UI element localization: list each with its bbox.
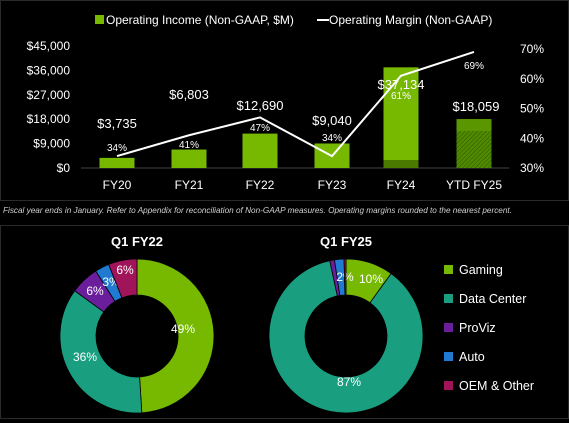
bar-fy22 — [242, 133, 278, 168]
bar-value-label: $9,040 — [312, 113, 352, 128]
bar-value-label: $6,803 — [169, 87, 209, 102]
margin-label: 69% — [464, 61, 484, 72]
legend-swatch-operating-income — [95, 15, 104, 24]
donut-legend-swatch — [444, 323, 453, 332]
left-axis: $0 $9,000 $18,000 $27,000 $36,000 $45,000 — [27, 39, 71, 175]
category-label: FY21 — [175, 178, 204, 192]
bar-ytd-fy25-hatched-segment — [456, 131, 492, 168]
donut-slice-data-center — [268, 260, 424, 414]
left-axis-tick-label: $36,000 — [27, 63, 71, 77]
bar-value-label: $18,059 — [453, 99, 500, 114]
category-label: YTD FY25 — [446, 178, 502, 192]
right-axis-tick-label: 60% — [520, 72, 544, 86]
donut-slice-oem-other — [343, 258, 347, 296]
donut-legend-label: Data Center — [459, 292, 526, 306]
donut-legend-swatch — [444, 352, 453, 361]
donut-slice-gaming — [136, 258, 215, 414]
left-axis-tick-label: $18,000 — [27, 112, 71, 126]
margin-label: 47% — [250, 123, 270, 134]
operating-income-chart: Operating Income (Non-GAAP, $M) Operating… — [27, 13, 545, 192]
left-axis-tick-label: $9,000 — [33, 137, 70, 151]
legend-label-operating-income: Operating Income (Non-GAAP, $M) — [106, 13, 294, 27]
donut-legend-swatch — [444, 294, 453, 303]
category-label: FY23 — [318, 178, 347, 192]
legend-label-operating-margin: Operating Margin (Non-GAAP) — [329, 13, 492, 27]
donut-title: Q1 FY22 — [111, 234, 163, 249]
bar-value-label: $3,735 — [97, 116, 137, 131]
bar-fy24-base-segment — [383, 160, 419, 168]
category-label: FY20 — [103, 178, 132, 192]
bar-value-labels: $3,735 $6,803 $12,690 $9,040 $37,134 $18,059 — [97, 77, 499, 131]
footnote: Fiscal year ends in January. Refer to Ap… — [3, 206, 512, 215]
donut-legend-swatch — [444, 381, 453, 390]
bar-fy20 — [99, 157, 135, 168]
right-axis-tick-label: 30% — [520, 161, 544, 175]
left-axis-tick-label: $27,000 — [27, 88, 71, 102]
donut-slice-data-center — [59, 290, 143, 414]
category-label: FY22 — [246, 178, 275, 192]
margin-line-series — [116, 51, 475, 158]
right-axis-tick-label: 70% — [520, 42, 544, 56]
operating-income-chart-panel: Operating Income (Non-GAAP, $M) Operating… — [0, 0, 569, 201]
bar-series — [99, 67, 492, 168]
bar-fy24 — [383, 67, 419, 168]
donut-slice-label: 10% — [359, 272, 383, 286]
donut-legend: Gaming Data Center ProViz Auto OEM & Other — [444, 263, 534, 393]
margin-label: 34% — [322, 133, 342, 144]
bar-value-label: $12,690 — [237, 98, 284, 113]
left-axis-tick-label: $45,000 — [27, 39, 71, 53]
chart-legend: Operating Income (Non-GAAP, $M) Operating… — [95, 13, 492, 27]
operating-margin-line — [116, 51, 475, 158]
margin-label: 34% — [107, 143, 127, 154]
margin-labels: 34% 41% 47% 34% 61% 69% — [107, 61, 484, 154]
donut-legend-label: Auto — [459, 350, 485, 364]
donut-legend-label: ProViz — [459, 321, 496, 335]
donut-slice-label: 49% — [171, 322, 195, 336]
margin-label: 41% — [179, 140, 199, 151]
donut-slice-label: 6% — [116, 263, 134, 277]
donut-legend-label: OEM & Other — [459, 379, 534, 393]
donut-slice-label: 6% — [86, 284, 104, 298]
left-axis-tick-label: $0 — [57, 161, 71, 175]
donut-slice-oem-other — [108, 258, 138, 299]
right-axis-tick-label: 40% — [520, 131, 544, 145]
bar-fy21 — [171, 149, 207, 168]
bar-value-label: $37,134 — [378, 77, 425, 92]
donut-title: Q1 FY25 — [320, 234, 372, 249]
donut-slice-label: 87% — [337, 375, 361, 389]
right-axis-tick-label: 50% — [520, 102, 544, 116]
category-axis: FY20 FY21 FY22 FY23 FY24 YTD FY25 — [103, 178, 503, 192]
donut-slice-label: 36% — [73, 350, 97, 364]
category-label: FY24 — [387, 178, 416, 192]
donut-legend-swatch — [444, 265, 453, 274]
donut-legend-label: Gaming — [459, 263, 503, 277]
right-axis: 30% 40% 50% 60% 70% — [520, 42, 544, 175]
margin-label: 61% — [391, 91, 411, 102]
